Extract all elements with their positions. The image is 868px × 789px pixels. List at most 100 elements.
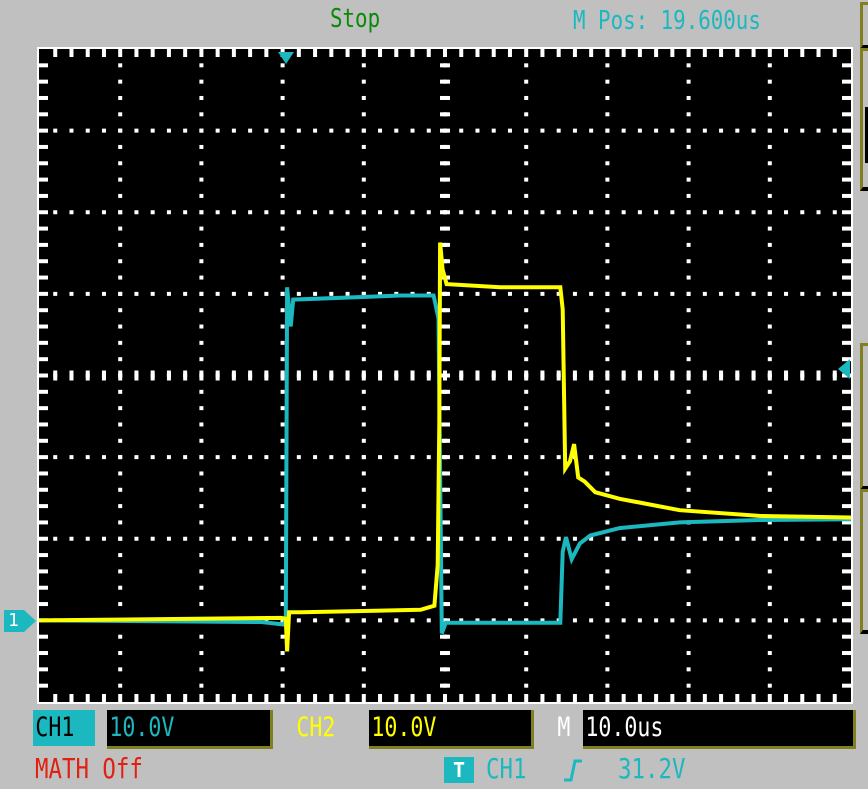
grid-dot [524,455,529,460]
grid-dot [134,210,139,215]
math-status[interactable]: MATH Off [35,752,143,785]
grid-dot [118,683,123,688]
border-tick [800,49,805,57]
grid-dot [832,210,837,215]
border-tick [702,694,707,702]
grid-dot [410,618,415,623]
grid-dot [378,618,383,623]
center-tick [767,370,772,381]
grid-dot [199,357,204,362]
center-tick [440,422,450,427]
grid-dot [134,455,139,460]
center-tick [524,370,529,381]
side-menu-panel-2[interactable] [860,48,868,191]
timebase-scale-box[interactable]: 10.0us [583,710,856,749]
ch1-button[interactable]: CH1 [33,710,95,746]
grid-dot [767,275,772,280]
side-menu-panel-1[interactable] [860,2,868,49]
grid-dot [280,275,285,280]
grid-dot [361,602,366,607]
grid-dot [118,520,123,525]
border-tick [101,49,106,57]
border-tick [842,291,851,296]
ch2-scale-box[interactable]: 10.0V [369,710,534,749]
grid-dot [118,569,123,574]
grid-dot [686,128,691,133]
grid-dot [475,536,480,541]
grid-dot [507,536,512,541]
grid-dot [605,618,610,623]
grid-dot [524,324,529,329]
grid-dot [605,259,610,264]
grid-dot [686,291,691,296]
grid-dot [686,651,691,656]
grid-dot [280,487,285,492]
grid-dot [524,308,529,313]
center-tick [215,370,220,381]
ch2-button[interactable]: CH2 [296,712,336,743]
grid-dot [280,536,285,541]
center-tick [440,520,450,525]
border-tick [39,553,48,558]
border-tick [842,226,851,231]
center-tick [345,370,350,381]
grid-dot [199,487,204,492]
grid-dot [524,520,529,525]
grid-dot [118,259,123,264]
grid-dot [361,569,366,574]
grid-dot [524,291,529,296]
grid-dot [767,504,772,509]
grid-dot [767,112,772,117]
grid-dot [605,161,610,166]
center-tick [280,370,285,381]
grid-dot [686,112,691,117]
grid-dot [524,389,529,394]
side-menu-panel-4[interactable] [860,489,868,634]
grid-dot [231,128,236,133]
border-tick [215,694,220,702]
grid-dot [507,291,512,296]
ch1-ground-marker[interactable]: 1 [4,608,36,634]
grid-dot [524,651,529,656]
border-tick [767,49,772,57]
grid-dot [264,618,269,623]
grid-dot [735,291,740,296]
ch1-scale-box[interactable]: 10.0V [107,710,273,749]
border-tick [670,49,675,57]
border-tick [686,694,691,702]
center-tick [426,370,431,381]
grid-dot [605,536,610,541]
grid-dot [118,161,123,166]
grid-dot [719,536,724,541]
grid-dot [686,585,691,590]
side-menu-panel-3[interactable] [860,343,868,490]
grid-dot [524,569,529,574]
border-tick [39,651,48,656]
grid-dot [361,226,366,231]
grid-dot [524,585,529,590]
grid-dot [589,618,594,623]
grid-dot [686,226,691,231]
center-tick [69,370,74,381]
grid-dot [118,536,123,541]
grid-dot [540,455,545,460]
grid-dot [313,536,318,541]
border-tick [572,694,577,702]
grid-dot [605,128,610,133]
grid-dot [800,291,805,296]
grid-dot [199,144,204,149]
grid-dot [800,210,805,215]
border-tick [53,694,58,702]
border-tick [507,694,512,702]
center-tick [296,370,301,381]
grid-dot [686,406,691,411]
grid-dot [361,618,366,623]
center-tick [800,370,805,381]
center-tick [329,370,334,381]
grid-dot [702,128,707,133]
border-tick [296,49,301,57]
grid-dot [767,602,772,607]
grid-dot [702,618,707,623]
border-tick [556,49,561,57]
border-tick [426,49,431,57]
